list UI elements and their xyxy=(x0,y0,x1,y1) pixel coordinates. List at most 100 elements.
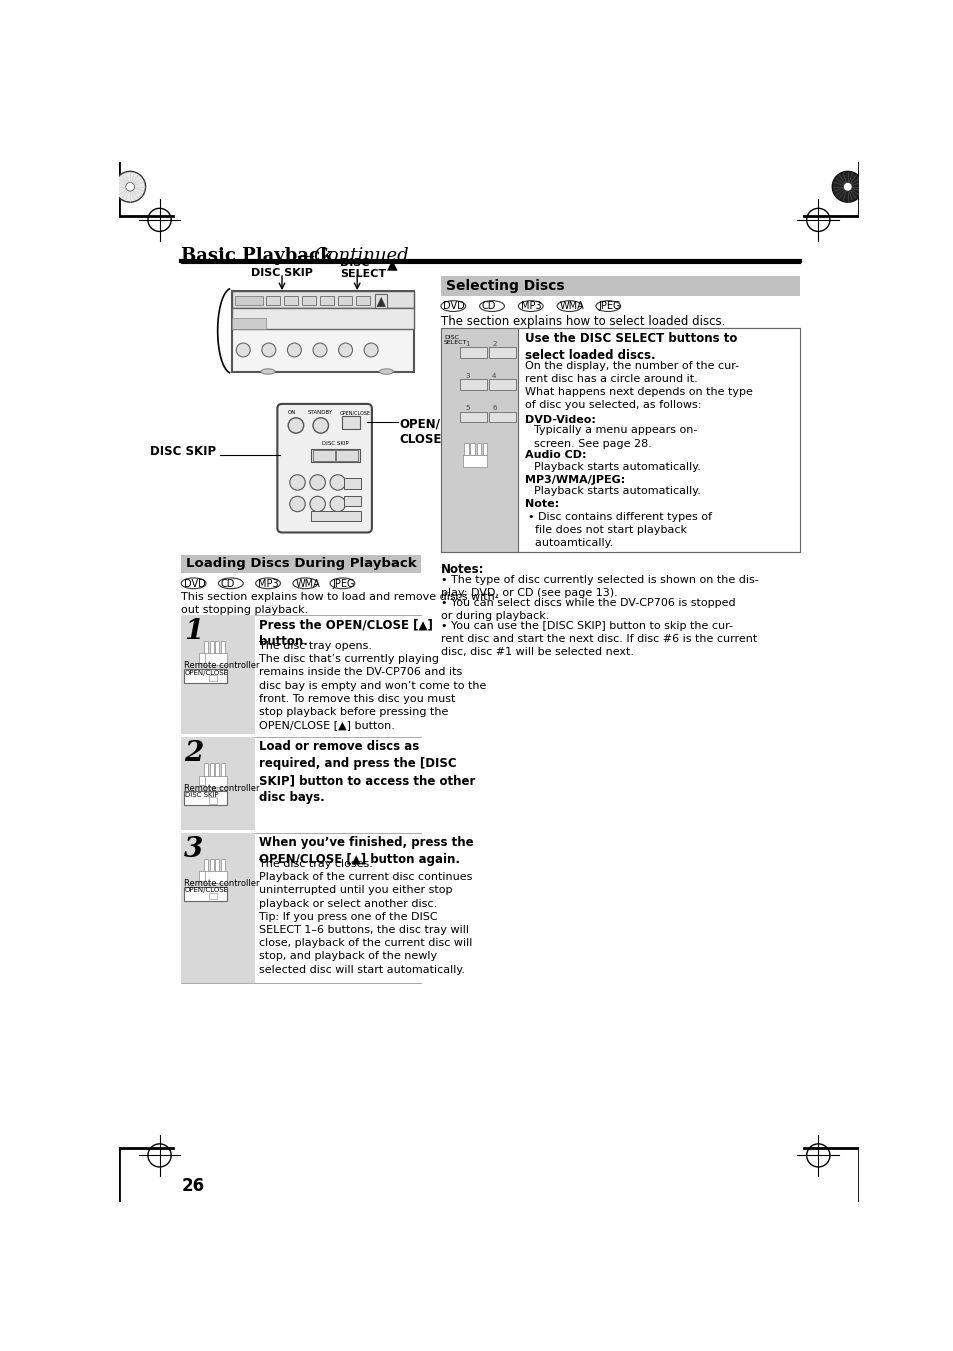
Text: 26: 26 xyxy=(181,1177,204,1196)
Text: On the display, the number of the cur-
rent disc has a circle around it.
What ha: On the display, the number of the cur- r… xyxy=(524,361,752,411)
Circle shape xyxy=(288,417,303,434)
Text: MP3/WMA/JPEG:: MP3/WMA/JPEG: xyxy=(524,474,624,485)
Bar xyxy=(344,478,360,489)
Text: DVD: DVD xyxy=(183,578,205,589)
Text: DISC SKIP: DISC SKIP xyxy=(150,446,216,458)
Circle shape xyxy=(290,496,305,512)
Bar xyxy=(319,296,334,305)
Text: DISC
SELECT: DISC SELECT xyxy=(443,335,467,346)
Text: 2: 2 xyxy=(314,477,320,488)
Text: DISC
SELECT: DISC SELECT xyxy=(340,258,386,280)
Bar xyxy=(488,412,516,423)
Text: Notes:: Notes: xyxy=(440,562,484,576)
Text: 2: 2 xyxy=(492,340,496,347)
Circle shape xyxy=(126,182,134,190)
Text: SEARCH: SEARCH xyxy=(344,478,361,482)
Text: • Disc contains different types of
  file does not start playback
  autoamticall: • Disc contains different types of file … xyxy=(528,512,712,549)
Bar xyxy=(313,450,335,461)
Text: ▲: ▲ xyxy=(386,258,396,272)
Bar xyxy=(302,296,315,305)
Text: MP3: MP3 xyxy=(520,301,540,312)
Bar xyxy=(204,871,227,882)
Text: • You can select discs while the DV-CP706 is stopped
or during playback.: • You can select discs while the DV-CP70… xyxy=(440,598,735,621)
Bar xyxy=(235,296,262,305)
Bar xyxy=(215,642,219,655)
Text: 3: 3 xyxy=(335,477,340,488)
Bar xyxy=(488,380,516,390)
Bar xyxy=(232,308,414,330)
Text: 6: 6 xyxy=(335,499,340,508)
Bar xyxy=(355,296,369,305)
Text: Typically a menu appears on-
screen. See page 28.: Typically a menu appears on- screen. See… xyxy=(534,426,697,449)
Bar xyxy=(284,296,298,305)
Text: When you’ve finished, press the
OPEN/CLOSE [▲] button again.: When you’ve finished, press the OPEN/CLO… xyxy=(258,836,473,866)
Text: JPEG: JPEG xyxy=(332,578,355,589)
Bar xyxy=(199,654,205,662)
Text: • You can use the [DISC SKIP] button to skip the cur-
rent disc and start the ne: • You can use the [DISC SKIP] button to … xyxy=(440,621,757,658)
Bar xyxy=(464,443,468,455)
Text: 2: 2 xyxy=(184,740,203,767)
Bar xyxy=(204,642,208,655)
Text: Use the DISC SELECT buttons to
select loaded discs.: Use the DISC SELECT buttons to select lo… xyxy=(524,332,736,362)
Bar xyxy=(181,738,254,830)
Polygon shape xyxy=(209,797,216,804)
Text: 1: 1 xyxy=(184,617,203,644)
Text: +: + xyxy=(344,453,353,462)
Text: MEMORY: MEMORY xyxy=(344,496,362,500)
Bar xyxy=(266,296,280,305)
Bar xyxy=(337,296,352,305)
Circle shape xyxy=(310,474,325,490)
Bar xyxy=(459,380,487,390)
Text: DVD: DVD xyxy=(443,301,464,312)
Text: Playback starts automatically.: Playback starts automatically. xyxy=(534,462,700,471)
Bar xyxy=(204,763,208,777)
Circle shape xyxy=(261,343,275,357)
Text: REPEAT: REPEAT xyxy=(327,512,347,517)
Circle shape xyxy=(287,343,301,357)
Bar xyxy=(462,455,487,467)
Text: Remote controller: Remote controller xyxy=(184,661,259,670)
Text: Load or remove discs as
required, and press the [DISC
SKIP] button to access the: Load or remove discs as required, and pr… xyxy=(258,740,475,804)
Circle shape xyxy=(310,496,325,512)
Text: The section explains how to select loaded discs.: The section explains how to select loade… xyxy=(440,315,724,327)
Circle shape xyxy=(842,182,851,190)
Circle shape xyxy=(330,496,345,512)
Text: 4: 4 xyxy=(294,499,300,508)
Text: Loading Discs During Playback: Loading Discs During Playback xyxy=(186,557,416,570)
Bar xyxy=(459,347,487,358)
Text: ON: ON xyxy=(288,411,296,415)
Text: Remote controller: Remote controller xyxy=(184,784,259,793)
Bar xyxy=(335,450,357,461)
Text: 1: 1 xyxy=(294,477,300,488)
FancyBboxPatch shape xyxy=(277,404,372,532)
Text: OPEN/CLOSE: OPEN/CLOSE xyxy=(185,670,229,676)
Text: The disc tray closes.
Playback of the current disc continues
uninterrupted until: The disc tray closes. Playback of the cu… xyxy=(258,859,472,974)
Text: 6: 6 xyxy=(492,405,496,412)
Text: This section explains how to load and remove discs with-
out stopping playback.: This section explains how to load and re… xyxy=(181,592,498,615)
Bar xyxy=(184,669,227,682)
Text: I: I xyxy=(293,422,295,431)
Bar xyxy=(232,290,414,372)
Text: 5: 5 xyxy=(465,405,470,412)
Text: 1: 1 xyxy=(465,340,470,347)
Circle shape xyxy=(330,474,345,490)
Text: Playback starts automatically.: Playback starts automatically. xyxy=(534,486,700,496)
Text: Note:: Note: xyxy=(524,500,558,509)
Bar xyxy=(184,792,227,805)
Bar xyxy=(311,511,360,521)
Bar xyxy=(311,449,359,462)
Bar xyxy=(440,276,799,296)
Bar xyxy=(220,763,224,777)
Bar xyxy=(204,654,227,665)
Text: —Continued: —Continued xyxy=(295,247,408,265)
Bar xyxy=(181,832,254,984)
Bar xyxy=(210,642,213,655)
Bar xyxy=(181,615,254,734)
Text: 3: 3 xyxy=(184,836,203,863)
Text: CD: CD xyxy=(220,578,234,589)
Text: OPEN/
CLOSE: OPEN/ CLOSE xyxy=(399,417,441,446)
Bar xyxy=(184,886,227,901)
Bar xyxy=(470,443,475,455)
Bar xyxy=(344,496,360,507)
Text: The disc tray opens.
The disc that’s currently playing
remains inside the DV-CP7: The disc tray opens. The disc that’s cur… xyxy=(258,642,486,731)
